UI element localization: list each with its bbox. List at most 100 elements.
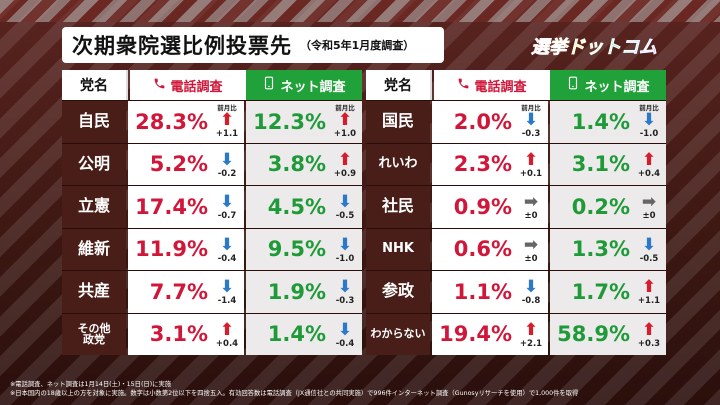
right-table: 党名 電話調査 ネット調査 国民 2.0% 前月比 ⬇ -0.3 1.4% 前月比 ⬇ -1.0… — [366, 70, 666, 355]
smartphone-icon — [566, 76, 580, 94]
internet-value: 3.8% — [267, 152, 326, 177]
arrow-down-icon: ⬇ — [337, 192, 353, 212]
change-value: +0.3 — [637, 338, 661, 349]
phone-icon — [457, 77, 470, 94]
smartphone-icon — [262, 76, 276, 94]
party-name: れいわ — [366, 143, 430, 185]
telephone-value: 7.7% — [149, 279, 208, 304]
party-name: 公明 — [62, 143, 126, 185]
telephone-value: 2.3% — [453, 152, 512, 177]
telephone-cell: 5.2% ⬇ -0.2 — [128, 143, 244, 185]
arrow-up-icon: ⬆ — [219, 319, 235, 340]
arrow-down-icon: ⬇ — [219, 277, 235, 297]
phone-icon — [153, 77, 166, 94]
telephone-cell: 7.7% ⬇ -1.4 — [128, 271, 244, 313]
telephone-value: 5.2% — [149, 152, 208, 177]
change-indicator: ⬆ +0.4 — [632, 151, 666, 179]
header-telephone: 電話調査 — [434, 70, 550, 100]
telephone-cell: 3.1% ⬆ +0.4 — [128, 313, 244, 355]
change-indicator: ⬇ -0.4 — [328, 321, 362, 349]
change-value: +0.4 — [215, 338, 239, 349]
change-indicator: ⬇ -0.8 — [514, 278, 548, 306]
change-indicator: ➡ ±0 — [632, 193, 666, 221]
page-title: 次期衆院選比例投票先 — [72, 34, 292, 58]
table-row: 共産 7.7% ⬇ -1.4 1.9% ⬇ -0.3 — [62, 270, 362, 313]
change-indicator: ⬇ -1.4 — [210, 278, 244, 306]
internet-cell: 4.5% ⬇ -0.5 — [246, 186, 362, 228]
arrow-down-icon: ⬇ — [337, 319, 353, 340]
change-value: -0.4 — [335, 338, 355, 349]
telephone-value: 17.4% — [135, 194, 208, 219]
party-name: その他 政党 — [62, 313, 126, 355]
telephone-value: 2.0% — [453, 109, 512, 134]
table-row: わからない 19.4% ⬆ +2.1 58.9% ⬆ +0.3 — [366, 312, 666, 355]
change-value: -1.0 — [639, 129, 659, 140]
table-header: 党名 電話調査 ネット調査 — [366, 70, 666, 100]
telephone-cell: 2.3% ⬆ +0.1 — [432, 143, 548, 185]
arrow-down-icon: ⬇ — [219, 192, 235, 212]
telephone-value: 0.9% — [453, 194, 512, 219]
arrow-up-icon: ⬆ — [337, 110, 353, 131]
page-subtitle: （令和5年1月度調査） — [300, 39, 415, 52]
header-telephone-label: 電話調査 — [170, 79, 223, 95]
arrow-down-icon: ⬇ — [523, 277, 539, 297]
table-header: 党名 電話調査 ネット調査 — [62, 70, 362, 100]
change-indicator: ⬇ -0.2 — [210, 151, 244, 179]
internet-cell: 1.3% ⬇ -0.5 — [550, 228, 666, 270]
change-value: +1.0 — [333, 129, 357, 140]
telephone-value: 3.1% — [149, 322, 208, 347]
change-value: -0.4 — [217, 253, 237, 264]
telephone-cell: 19.4% ⬆ +2.1 — [432, 313, 548, 355]
prev-month-label: 前月比 — [639, 103, 659, 112]
party-name: NHK — [366, 228, 430, 270]
change-value: -0.8 — [521, 296, 541, 306]
internet-cell: 1.7% ⬆ +1.1 — [550, 271, 666, 313]
change-indicator: 前月比 ⬆ +1.1 — [210, 105, 244, 139]
change-value: -0.3 — [521, 129, 541, 140]
change-indicator: ⬆ +0.1 — [514, 151, 548, 179]
left-table: 党名 電話調査 ネット調査 自民 28.3% 前月比 ⬆ +1.1 12.3% 前月比 ⬆ +1… — [62, 70, 362, 355]
change-indicator: ⬇ -0.5 — [632, 236, 666, 264]
party-name: 国民 — [366, 101, 430, 143]
table-row: 立憲 17.4% ⬇ -0.7 4.5% ⬇ -0.5 — [62, 185, 362, 228]
internet-value: 1.4% — [571, 109, 630, 134]
arrow-up-icon: ⬆ — [337, 149, 353, 170]
telephone-value: 1.1% — [453, 279, 512, 304]
party-name: 共産 — [62, 271, 126, 313]
change-value: -0.5 — [335, 211, 355, 221]
change-value: +0.1 — [519, 168, 543, 179]
change-value: +1.1 — [637, 296, 661, 306]
party-name: 立憲 — [62, 186, 126, 228]
party-name: 社民 — [366, 186, 430, 228]
internet-cell: 0.2% ➡ ±0 — [550, 186, 666, 228]
arrow-up-icon: ⬆ — [523, 319, 539, 340]
internet-cell: 58.9% ⬆ +0.3 — [550, 313, 666, 355]
internet-cell: 9.5% ⬇ -1.0 — [246, 228, 362, 270]
table-row: 自民 28.3% 前月比 ⬆ +1.1 12.3% 前月比 ⬆ +1.0 — [62, 100, 362, 143]
arrow-right-icon: ➡ — [641, 192, 657, 212]
prev-month-label: 前月比 — [521, 103, 541, 112]
arrow-down-icon: ⬇ — [523, 110, 539, 131]
internet-value: 1.4% — [267, 322, 326, 347]
right-rows: 国民 2.0% 前月比 ⬇ -0.3 1.4% 前月比 ⬇ -1.0 れいわ 2.3% ⬆ +0.1 3.… — [366, 100, 666, 355]
party-name: わからない — [366, 313, 430, 355]
internet-cell: 1.4% ⬇ -0.4 — [246, 313, 362, 355]
internet-cell: 1.4% 前月比 ⬇ -1.0 — [550, 101, 666, 143]
change-value: -0.2 — [217, 168, 237, 179]
internet-value: 1.9% — [267, 279, 326, 304]
table-row: NHK 0.6% ➡ ±0 1.3% ⬇ -0.5 — [366, 227, 666, 270]
change-indicator: 前月比 ⬇ -0.3 — [514, 105, 548, 139]
change-indicator: ⬇ -0.3 — [328, 278, 362, 306]
arrow-right-icon: ➡ — [523, 234, 539, 255]
header-internet: ネット調査 — [246, 70, 362, 100]
change-value: -0.3 — [335, 296, 355, 306]
change-value: ±0 — [524, 211, 538, 221]
change-indicator: ⬆ +1.1 — [632, 278, 666, 306]
background-stripes — [0, 0, 720, 22]
internet-value: 1.7% — [571, 279, 630, 304]
arrow-up-icon: ⬆ — [641, 149, 657, 170]
footnote: ※電話調査、ネット調査は1月14日(土)・15日(日)に実施 — [10, 380, 172, 388]
prev-month-label: 前月比 — [335, 103, 355, 112]
change-indicator: ⬆ +2.1 — [514, 321, 548, 349]
title-banner: 次期衆院選比例投票先 （令和5年1月度調査） — [62, 27, 444, 63]
